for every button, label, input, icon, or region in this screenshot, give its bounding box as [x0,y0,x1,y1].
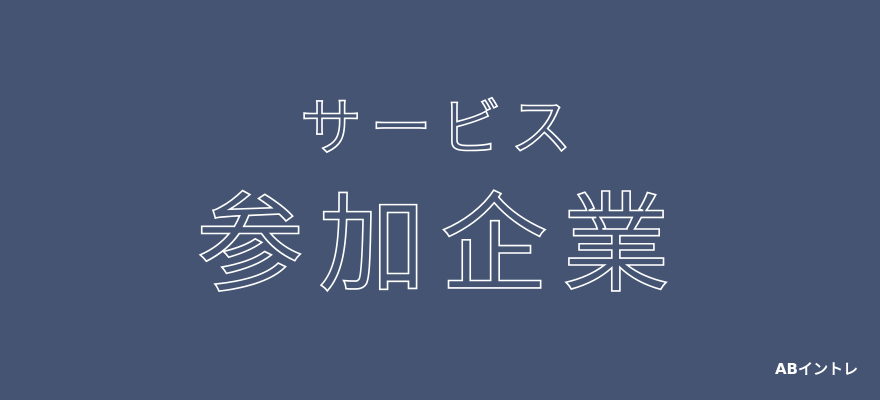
banner-title-line1: サービス [299,91,580,165]
banner-title-line2: 参加企業 [195,183,684,308]
brand-logo-text: ABイントレ [774,360,858,378]
